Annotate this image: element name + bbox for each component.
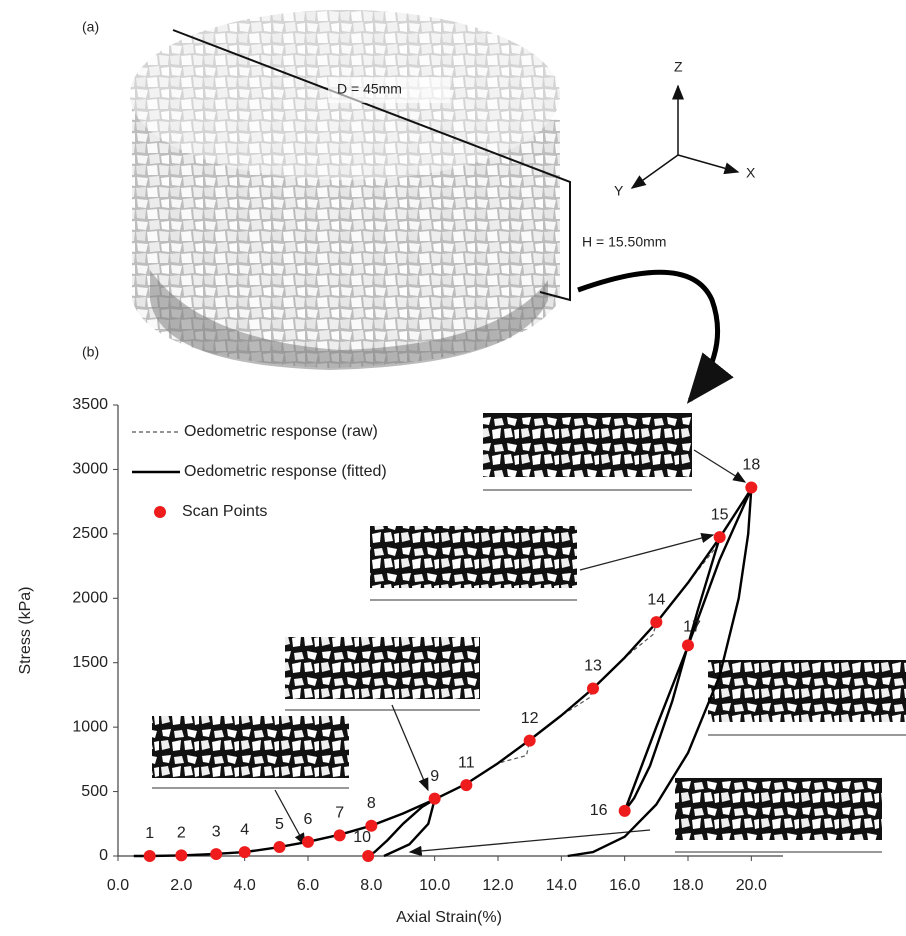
legend-label: Oedometric response (raw) [184,423,378,440]
point-label: 10 [353,829,371,846]
point-label: 3 [212,823,221,840]
inset-arrows [274,449,747,857]
plot: 0.0 2.0 4.0 6.0 8.0 10.0 12.0 14.0 16.0 18.0 20.0 0… [17,396,783,926]
scan-point [460,779,473,792]
point-label: 11 [458,754,475,771]
point-label: 12 [521,710,539,727]
x-tick-label: 8.0 [360,877,382,894]
scan-point [745,481,758,494]
y-tick-label: 500 [81,783,108,800]
scan-point [428,792,441,805]
y-axis-title: Stress (kPa) [17,586,34,674]
curved-arrow [577,269,734,404]
axis-x: X [746,165,756,181]
scan-insets [152,413,906,853]
point-label: 18 [742,457,760,474]
point-label: 15 [711,506,729,523]
scan-point [333,829,346,842]
legend-label: Scan Points [182,503,267,520]
point-label: 6 [304,811,313,828]
x-tick-label: 18.0 [672,877,703,894]
point-label: 14 [647,591,665,608]
scan-point [682,639,694,652]
x-tick-label: 20.0 [736,877,767,894]
point-label: 13 [584,658,602,675]
scan-point [362,850,375,862]
scan-point [210,848,223,861]
scan-point [523,734,536,747]
legend-marker [154,506,166,518]
sample-image [130,10,560,370]
x-tick-label: 10.0 [419,877,450,894]
x-tick-label: 14.0 [546,877,577,894]
legend-label: Oedometric response (fitted) [184,463,387,480]
point-label: 8 [367,795,376,812]
scan-point [238,846,251,859]
scan-point [143,850,156,862]
y-tick-label: 0 [99,847,108,864]
panel-label: (b) [82,344,99,360]
x-tick-label: 0.0 [107,877,129,894]
scan-point [175,849,188,862]
scan-point [365,819,378,832]
point-label: 2 [177,825,186,842]
scan-point [273,840,286,853]
diameter-label: D = 45mm [337,81,402,97]
y-tick-label: 1000 [72,718,108,735]
axis-z: Z [674,59,683,75]
panel-label: (a) [82,19,99,35]
coordinate-triad [630,84,740,189]
scan-point [713,531,726,544]
x-axis-title: Axial Strain(%) [396,909,502,926]
y-tick-label: 1500 [72,654,108,671]
point-label: 4 [240,821,249,838]
scan-point [650,616,663,629]
point-label: 7 [335,805,344,822]
x-tick-label: 2.0 [170,877,192,894]
height-label: H = 15.50mm [582,234,666,250]
scan-point [302,835,314,848]
y-tick-label: 3500 [72,396,108,413]
x-tick-label: 12.0 [482,877,513,894]
x-tick-label: 6.0 [297,877,319,894]
label-bg [328,77,450,103]
y-tick-label: 3000 [72,461,108,478]
dimension-line [172,29,571,302]
point-label: 1 [145,825,154,842]
y-tick-label: 2000 [72,590,108,607]
y-tick-label: 2500 [72,525,108,542]
x-tick-label: 4.0 [234,877,256,894]
scan-point [618,804,631,817]
axis-y: Y [614,183,624,199]
x-tick-label: 16.0 [609,877,640,894]
point-label: 5 [275,816,284,833]
point-label: 9 [430,768,439,785]
scan-point [587,682,599,695]
point-label: 17 [683,619,701,636]
point-label: 16 [590,802,608,819]
